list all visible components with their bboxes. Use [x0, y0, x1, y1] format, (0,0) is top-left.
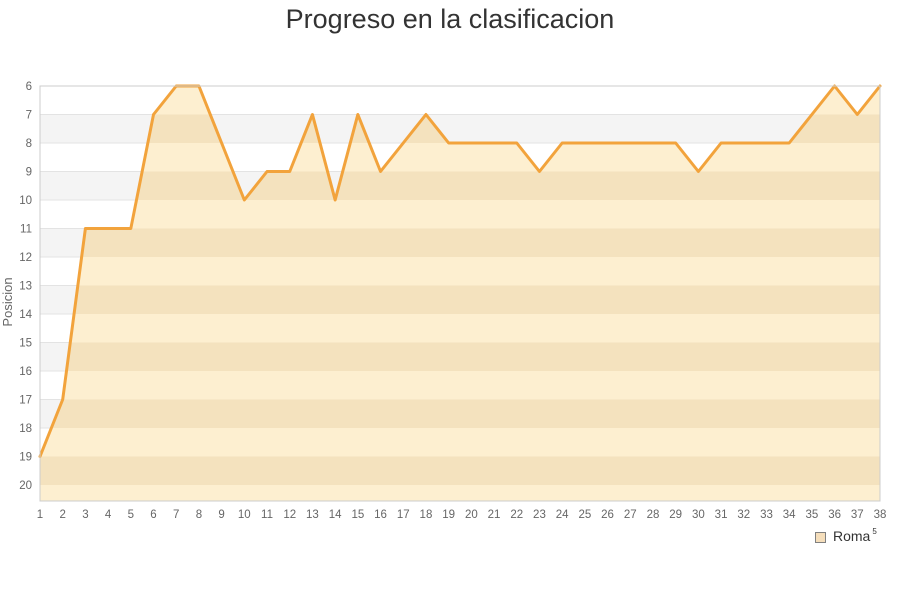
svg-text:13: 13: [306, 509, 319, 521]
svg-text:5: 5: [128, 509, 134, 521]
svg-text:8: 8: [26, 138, 32, 150]
svg-text:29: 29: [669, 509, 682, 521]
svg-text:30: 30: [692, 509, 705, 521]
svg-text:19: 19: [19, 452, 32, 464]
svg-text:20: 20: [465, 509, 478, 521]
svg-text:32: 32: [737, 509, 750, 521]
svg-text:15: 15: [351, 509, 364, 521]
svg-text:18: 18: [19, 423, 32, 435]
svg-text:12: 12: [19, 252, 32, 264]
svg-text:3: 3: [82, 509, 88, 521]
svg-text:18: 18: [420, 509, 433, 521]
svg-text:22: 22: [510, 509, 523, 521]
svg-text:34: 34: [783, 509, 796, 521]
svg-text:6: 6: [26, 81, 32, 93]
svg-text:2: 2: [59, 509, 65, 521]
svg-text:16: 16: [19, 366, 32, 378]
svg-text:7: 7: [26, 110, 32, 122]
svg-text:15: 15: [19, 338, 32, 350]
svg-text:14: 14: [329, 509, 342, 521]
svg-text:21: 21: [488, 509, 501, 521]
svg-text:23: 23: [533, 509, 546, 521]
svg-text:8: 8: [196, 509, 202, 521]
svg-text:24: 24: [556, 509, 569, 521]
svg-text:1: 1: [37, 509, 43, 521]
svg-text:19: 19: [442, 509, 455, 521]
svg-text:11: 11: [20, 224, 32, 236]
svg-text:38: 38: [874, 509, 887, 521]
svg-text:33: 33: [760, 509, 773, 521]
svg-text:9: 9: [26, 167, 32, 179]
svg-text:9: 9: [218, 509, 224, 521]
svg-text:17: 17: [397, 509, 410, 521]
svg-text:36: 36: [828, 509, 841, 521]
svg-text:26: 26: [601, 509, 614, 521]
svg-text:14: 14: [19, 309, 32, 321]
svg-text:12: 12: [283, 509, 296, 521]
svg-text:37: 37: [851, 509, 864, 521]
svg-text:Posicion: Posicion: [0, 277, 15, 326]
svg-text:16: 16: [374, 509, 387, 521]
svg-text:20: 20: [19, 480, 32, 492]
svg-text:17: 17: [19, 395, 32, 407]
svg-text:27: 27: [624, 509, 637, 521]
svg-text:11: 11: [261, 509, 273, 521]
svg-text:6: 6: [150, 509, 156, 521]
svg-text:35: 35: [805, 509, 818, 521]
svg-text:7: 7: [173, 509, 179, 521]
svg-text:31: 31: [715, 509, 728, 521]
svg-text:28: 28: [647, 509, 660, 521]
svg-text:25: 25: [578, 509, 591, 521]
svg-text:13: 13: [19, 281, 32, 293]
svg-text:10: 10: [19, 195, 32, 207]
svg-text:4: 4: [105, 509, 112, 521]
svg-text:10: 10: [238, 509, 251, 521]
